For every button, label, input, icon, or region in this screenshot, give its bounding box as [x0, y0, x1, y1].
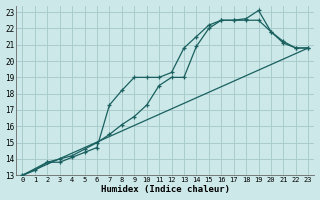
X-axis label: Humidex (Indice chaleur): Humidex (Indice chaleur) [101, 185, 230, 194]
